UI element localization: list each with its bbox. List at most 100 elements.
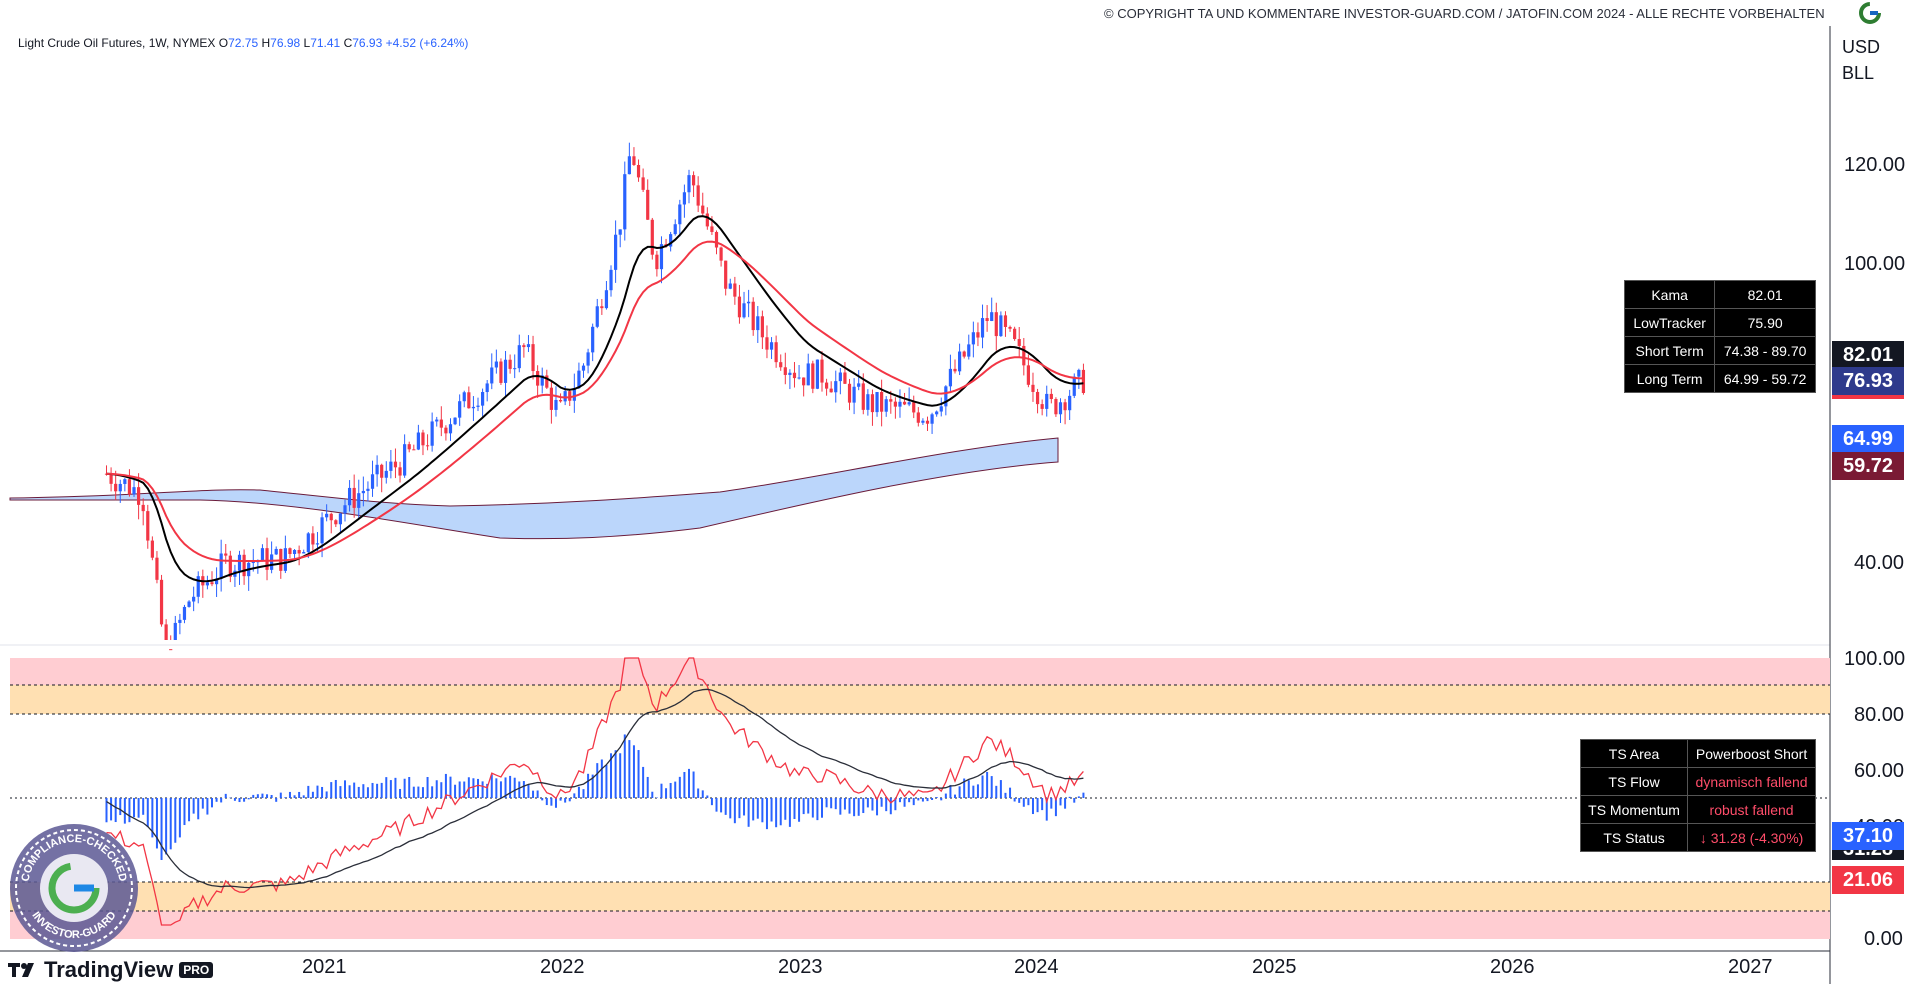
candle bbox=[627, 156, 631, 175]
histogram-bar bbox=[816, 798, 819, 821]
ts-info-table: TS Area Powerboost Short TS Flow dynamisch… bbox=[1579, 739, 1816, 852]
candle bbox=[802, 377, 806, 386]
candle bbox=[696, 185, 700, 206]
histogram-bar bbox=[133, 798, 136, 818]
histogram-bar bbox=[499, 781, 502, 798]
candle bbox=[779, 362, 783, 368]
histogram-bar bbox=[591, 774, 594, 798]
histogram-bar bbox=[518, 781, 521, 798]
candle bbox=[967, 344, 971, 357]
candle bbox=[526, 344, 531, 348]
candle bbox=[306, 533, 310, 553]
kama-price-badge: 82.01 bbox=[1832, 341, 1904, 369]
currency-unit[interactable]: USD BLL bbox=[1842, 37, 1881, 83]
histogram-bar bbox=[357, 786, 360, 798]
candle bbox=[173, 622, 177, 640]
histogram-bar bbox=[564, 798, 567, 803]
histogram-bar bbox=[605, 764, 608, 798]
histogram-bar bbox=[298, 791, 301, 798]
candle bbox=[577, 370, 581, 389]
time-label-2025: 2025 bbox=[1252, 956, 1297, 978]
histogram-bar bbox=[843, 798, 846, 810]
histogram-bar bbox=[408, 776, 411, 798]
candle bbox=[815, 359, 820, 389]
histogram-bar bbox=[614, 750, 617, 798]
histogram-bar bbox=[293, 795, 296, 798]
candle bbox=[1045, 393, 1049, 409]
histogram-bar bbox=[275, 798, 278, 802]
high-value: 76.98 bbox=[270, 36, 301, 50]
close-value: 76.93 bbox=[352, 36, 383, 50]
histogram-bar bbox=[178, 798, 181, 838]
histogram-bar bbox=[931, 798, 934, 800]
histogram-bar bbox=[610, 753, 613, 798]
histogram-bar bbox=[839, 798, 842, 815]
candle bbox=[343, 505, 347, 514]
candle bbox=[114, 483, 118, 492]
histogram-bar bbox=[270, 795, 273, 798]
candle bbox=[228, 555, 232, 577]
histogram-bar bbox=[1068, 796, 1071, 798]
histogram-bar bbox=[435, 780, 438, 798]
candle bbox=[870, 394, 875, 413]
candle bbox=[320, 517, 324, 544]
histogram-bar bbox=[417, 786, 420, 798]
histogram-bar bbox=[954, 794, 957, 798]
histogram-bar bbox=[729, 798, 732, 819]
candle bbox=[315, 543, 320, 545]
candle bbox=[357, 493, 361, 508]
tradingview-logo[interactable]: TradingView PRO bbox=[8, 957, 214, 983]
histogram-bar bbox=[201, 798, 204, 809]
momentum-histogram bbox=[105, 734, 1085, 860]
histogram-bar bbox=[976, 784, 979, 798]
candle bbox=[957, 351, 962, 372]
histogram-bar bbox=[775, 798, 778, 828]
candle bbox=[435, 419, 439, 422]
histogram-bar bbox=[174, 798, 177, 843]
price-tick-100: 100.00 bbox=[1844, 253, 1906, 275]
zone-upper bbox=[10, 685, 1830, 714]
histogram-bar bbox=[114, 798, 117, 823]
histogram-bar bbox=[623, 734, 626, 798]
histogram-bar bbox=[876, 798, 879, 816]
histogram-bar bbox=[788, 798, 791, 827]
histogram-bar bbox=[779, 798, 782, 826]
histogram-bar bbox=[1082, 792, 1085, 798]
histogram-bar bbox=[284, 797, 287, 798]
histogram-bar bbox=[421, 787, 424, 798]
candle bbox=[1035, 391, 1040, 405]
candle bbox=[137, 487, 141, 505]
histogram-bar bbox=[683, 772, 686, 798]
candle bbox=[884, 399, 888, 412]
candle bbox=[682, 192, 687, 205]
histogram-bar bbox=[990, 776, 993, 798]
candle bbox=[178, 619, 182, 623]
candle bbox=[1003, 315, 1008, 327]
histogram-bar bbox=[1004, 792, 1007, 798]
histogram-bar bbox=[412, 786, 415, 798]
candle bbox=[866, 394, 870, 410]
candle bbox=[838, 372, 842, 382]
histogram-bar bbox=[550, 798, 553, 806]
histogram-bar bbox=[825, 798, 828, 808]
histogram-bar bbox=[183, 798, 186, 826]
candle bbox=[971, 332, 975, 345]
table-row: TS Status ↓ 31.28 (-4.30%) bbox=[1579, 823, 1816, 852]
histogram-bar bbox=[215, 798, 218, 802]
histogram-bar bbox=[394, 777, 397, 798]
candle bbox=[155, 557, 159, 580]
copyright-notice: © COPYRIGHT TA UND KOMMENTARE INVESTOR-G… bbox=[1104, 6, 1825, 21]
table-row: LowTracker 75.90 bbox=[1623, 308, 1816, 337]
ts-momentum-line bbox=[106, 657, 1084, 926]
candle bbox=[242, 554, 246, 577]
candle bbox=[471, 406, 476, 409]
candle bbox=[485, 383, 489, 393]
candle bbox=[123, 479, 127, 484]
candle bbox=[1049, 393, 1053, 400]
candle bbox=[733, 283, 737, 297]
histogram-bar bbox=[316, 785, 319, 798]
candle bbox=[843, 372, 847, 384]
histogram-bar bbox=[532, 790, 535, 798]
candle bbox=[829, 388, 833, 393]
histogram-bar bbox=[344, 780, 346, 798]
